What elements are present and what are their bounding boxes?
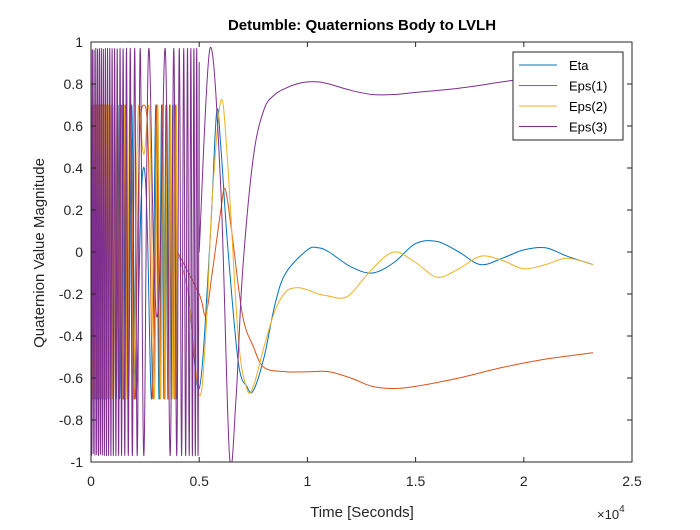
- x-tick-label: 2.5: [622, 473, 642, 489]
- y-tick-label: 0.4: [64, 160, 84, 176]
- series-line-eps-3: [91, 46, 594, 462]
- x-tick-label: 1.5: [406, 473, 426, 489]
- x-exponent-base: ×10: [597, 507, 619, 522]
- legend-label-eps-1: Eps(1): [569, 79, 607, 94]
- y-tick-label: 0.6: [64, 118, 84, 134]
- axes: 0 0.5 1 1.5 2 2.5 -1 -0.8 -0.6 -0.4 -0.2 0 0.2 0.4 0.6…: [59, 34, 642, 489]
- chart-title: Detumble: Quaternions Body to LVLH: [228, 17, 496, 34]
- legend-label-eps-2: Eps(2): [569, 99, 607, 114]
- y-tick-label: -0.4: [59, 328, 83, 344]
- legend-label-eps-3: Eps(3): [569, 120, 607, 135]
- y-tick-label: 0.8: [64, 76, 84, 92]
- x-tick-label: 0: [87, 473, 95, 489]
- y-tick-label: 1: [75, 34, 83, 50]
- x-tick-label: 1: [304, 473, 312, 489]
- legend-box: [512, 51, 624, 141]
- y-axis-label: Quaternion Value Magnitude: [31, 158, 48, 348]
- x-axis-label: Time [Seconds]: [310, 504, 414, 521]
- legend-label-eta: Eta: [569, 58, 589, 73]
- plot-area: [91, 46, 594, 462]
- x-axis-exponent: ×104: [597, 504, 625, 522]
- x-exponent-power: 4: [619, 504, 625, 515]
- x-tick-label: 0.5: [189, 473, 209, 489]
- y-tick-label: 0.2: [64, 202, 84, 218]
- y-tick-label: -0.8: [59, 412, 83, 428]
- y-tick-label: 0: [75, 244, 83, 260]
- y-tick-label: -1: [71, 454, 84, 470]
- x-tick-label: 2: [520, 473, 528, 489]
- y-tick-label: -0.6: [59, 370, 83, 386]
- series-line-eps-2: [91, 99, 594, 400]
- y-tick-label: -0.2: [59, 286, 83, 302]
- legend: Eta Eps(1) Eps(2) Eps(3): [512, 51, 624, 141]
- series-group: [91, 46, 594, 462]
